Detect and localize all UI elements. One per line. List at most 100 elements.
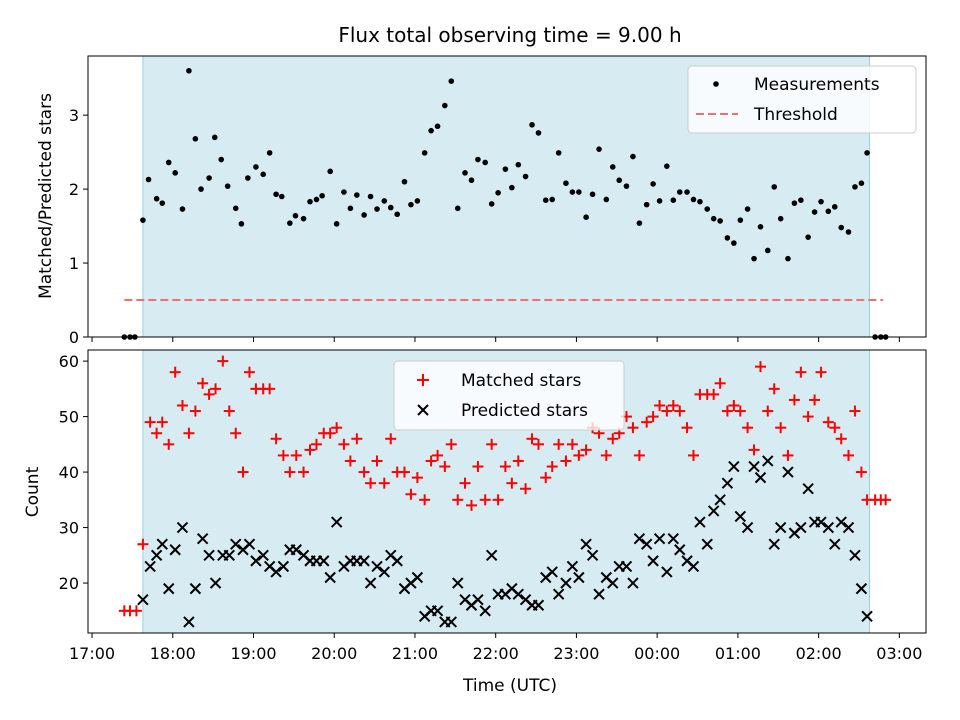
matched-stars-point xyxy=(627,422,639,434)
predicted-stars-point xyxy=(364,577,377,589)
matched-stars-point xyxy=(654,399,666,411)
matched-stars-point xyxy=(217,355,229,367)
top-legend: Measurements Threshold xyxy=(687,65,917,134)
predicted-stars-point xyxy=(196,532,209,545)
matched-stars-point xyxy=(371,455,383,467)
measurement-point xyxy=(313,196,320,203)
measurement-point xyxy=(643,201,650,208)
matched-stars-point xyxy=(647,411,659,423)
predicted-stars-point xyxy=(472,593,484,606)
measurement-point xyxy=(341,189,347,195)
measurement-point xyxy=(596,146,602,152)
bottom-legend-box xyxy=(393,360,625,431)
legend-label-threshold: Threshold xyxy=(753,105,838,125)
matched-stars-point xyxy=(802,411,814,423)
measurement-point xyxy=(159,200,166,206)
x-tick-label: 00:00 xyxy=(634,644,680,663)
matched-stars-point xyxy=(512,455,524,467)
predicted-stars-point xyxy=(728,460,740,473)
predicted-stars-point xyxy=(653,532,666,545)
matched-stars-point xyxy=(378,477,390,489)
measurement-point xyxy=(232,205,239,212)
predicted-stars-point xyxy=(445,616,458,628)
matched-stars-point xyxy=(459,477,471,489)
measurement-point xyxy=(777,215,784,222)
predicted-stars-point xyxy=(318,555,330,567)
matched-stars-point xyxy=(385,433,397,445)
measurement-point xyxy=(791,200,798,206)
measurement-point xyxy=(731,240,737,246)
measurement-point xyxy=(347,205,354,212)
predicted-stars-point xyxy=(546,566,558,578)
predicted-stars-point xyxy=(633,532,646,545)
matched-stars-point xyxy=(782,449,794,461)
measurement-point xyxy=(333,221,340,227)
predicted-stars-point xyxy=(183,616,195,628)
measurement-point xyxy=(764,247,771,254)
measurement-point xyxy=(555,150,562,156)
measurement-point xyxy=(140,217,146,223)
predicted-stars-point xyxy=(156,538,168,550)
measurement-point xyxy=(502,166,509,172)
matched-stars-point xyxy=(835,433,847,445)
matched-stars-point xyxy=(880,494,892,506)
measurement-point xyxy=(428,127,434,134)
predicted-stars-point xyxy=(795,521,807,534)
measurement-point xyxy=(831,204,838,210)
predicted-stars-point xyxy=(802,483,814,495)
predicted-stars-point xyxy=(701,538,713,550)
measurement-point xyxy=(623,183,630,189)
measurement-point xyxy=(482,159,489,166)
matched-stars-point xyxy=(546,461,558,473)
measurement-point xyxy=(462,170,468,176)
measurement-point xyxy=(845,229,852,235)
matched-stars-point xyxy=(762,405,774,417)
matched-stars-point xyxy=(829,422,841,434)
measurement-point xyxy=(690,196,697,203)
matched-stars-point xyxy=(237,466,249,478)
matched-stars-point xyxy=(163,438,175,450)
matched-stars-point xyxy=(465,499,477,511)
predicted-stars-point xyxy=(169,544,181,556)
predicted-stars-point xyxy=(330,516,343,528)
matched-stars-point xyxy=(499,461,511,473)
predicted-stars-point xyxy=(573,571,585,584)
measurement-point xyxy=(717,218,723,224)
matched-stars-point xyxy=(492,494,504,506)
matched-stars-point xyxy=(728,399,740,411)
measurement-point xyxy=(401,178,408,185)
predicted-stars-point xyxy=(721,477,734,489)
measurement-point xyxy=(374,206,380,212)
predicted-stars-point xyxy=(627,577,639,589)
measurement-point xyxy=(852,184,858,190)
predicted-stars-point xyxy=(560,577,572,589)
y-tick-label: 3 xyxy=(69,106,79,125)
matched-stars-point xyxy=(842,449,854,461)
x-tick-label: 19:00 xyxy=(230,644,276,663)
top-legend-box xyxy=(687,65,917,134)
predicted-stars-point xyxy=(762,455,774,467)
matched-stars-point xyxy=(708,388,720,400)
measurement-point xyxy=(488,201,495,207)
measurement-point xyxy=(319,192,325,199)
x-tick-label: 02:00 xyxy=(796,644,842,663)
predicted-stars-point xyxy=(835,516,847,528)
matched-stars-point xyxy=(439,461,451,473)
predicted-stars-point xyxy=(607,577,619,589)
measurement-point xyxy=(421,150,428,156)
matched-stars-point xyxy=(607,433,619,445)
y-tick-label: 50 xyxy=(59,408,79,427)
measurement-point xyxy=(287,220,293,226)
predicted-stars-point xyxy=(822,521,835,534)
matched-stars-point xyxy=(714,377,726,389)
matched-stars-point xyxy=(667,399,679,411)
predicted-stars-point xyxy=(815,516,827,528)
measurement-point xyxy=(300,215,307,222)
predicted-stars-point xyxy=(479,605,491,617)
predicted-stars-point xyxy=(223,549,235,562)
measurement-point xyxy=(495,190,501,196)
predicted-stars-point xyxy=(661,566,673,578)
predicted-stars-point xyxy=(485,549,498,562)
measurement-point xyxy=(563,180,569,186)
